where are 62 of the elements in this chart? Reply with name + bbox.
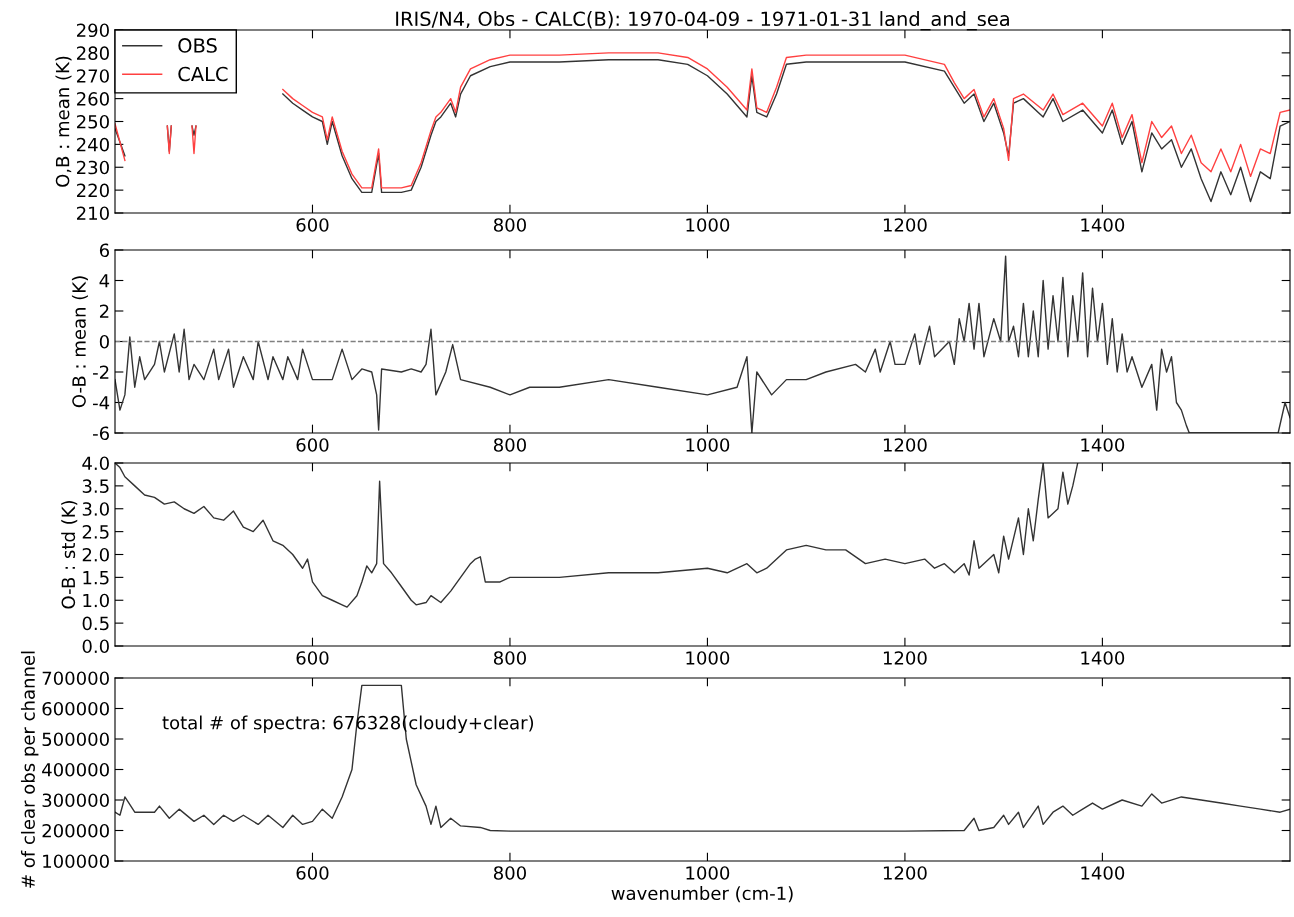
y-tick-label: 0.5 (82, 616, 109, 631)
y-tick-label: 600000 (42, 701, 109, 716)
x-tick-label: 1200 (883, 866, 927, 880)
x-tick-label: 1400 (1081, 438, 1125, 452)
y-tick-label: 270 (77, 69, 109, 83)
y-tick-label: 300000 (42, 793, 109, 808)
y-tick-label: 260 (77, 92, 109, 106)
y-tick-label: 2 (99, 304, 109, 318)
y-tick-label: 0 (99, 334, 109, 349)
y-tick-label: 2.0 (82, 547, 109, 562)
y-tick-label: 6 (99, 243, 109, 258)
y-tick-label: 2.5 (82, 525, 109, 539)
y-tick-label: 4 (99, 274, 110, 288)
y-axis-title: O-B : mean (K) (71, 276, 88, 408)
x-tick-label: 800 (493, 438, 526, 452)
y-tick-label: 1.0 (83, 593, 109, 608)
x-tick-label: 1200 (883, 218, 927, 232)
y-tick-label: 240 (77, 137, 109, 152)
y-tick-label: 700000 (42, 671, 109, 686)
x-tick-label: 1000 (686, 866, 730, 880)
x-tick-label: 1000 (686, 651, 730, 665)
chart-title: IRIS/N4, Obs - CALC(B): 1970-04-09 - 1971-01-31 land_and_sea (396, 11, 1009, 31)
y-tick-label: 230 (77, 160, 109, 175)
x-tick-label: 1200 (883, 651, 927, 665)
x-tick-label: 1000 (686, 438, 730, 452)
y-tick-label: 4.0 (82, 456, 109, 471)
y-tick-label: 100000 (43, 854, 109, 869)
y-tick-label: 220 (77, 183, 109, 198)
y-tick-label: -6 (93, 426, 109, 441)
y-tick-label: 3.0 (82, 502, 109, 516)
x-tick-label: 600 (296, 866, 329, 880)
y-axis-title: O,B : mean (K) (55, 56, 72, 187)
x-tick-label: 600 (296, 651, 329, 665)
y-tick-label: 1.5 (83, 571, 109, 585)
y-tick-label: 210 (77, 206, 109, 221)
x-tick-label: 1400 (1081, 218, 1125, 232)
y-tick-label: 200000 (42, 823, 109, 838)
y-axis-title: # of clear obs per channel (20, 651, 39, 888)
x-tick-label: 1000 (686, 218, 730, 232)
legend-label: OBS (178, 38, 217, 53)
y-tick-label: 280 (77, 46, 109, 60)
y-tick-label: 290 (77, 23, 109, 38)
x-tick-label: 800 (493, 866, 526, 880)
line-series (115, 463, 1079, 608)
x-tick-label: 1400 (1081, 651, 1125, 665)
y-tick-label: 400000 (42, 762, 109, 777)
x-tick-label: 600 (296, 438, 329, 452)
y-tick-label: 250 (77, 114, 109, 129)
x-tick-label: 800 (493, 651, 526, 665)
x-axis-title: wavenumber (cm-1) (611, 886, 793, 903)
y-tick-label: -4 (93, 396, 110, 410)
y-tick-label: -2 (93, 365, 109, 379)
y-tick-label: 500000 (42, 732, 109, 747)
x-tick-label: 800 (493, 218, 526, 232)
line-series (115, 684, 1290, 832)
y-axis-title: O-B : std (K) (61, 500, 78, 609)
legend-label: CALC (178, 66, 228, 82)
x-tick-label: 600 (296, 218, 329, 232)
x-tick-label: 1200 (883, 438, 927, 452)
y-tick-label: 3.5 (82, 479, 109, 493)
y-tick-label: 0.0 (82, 639, 109, 654)
x-tick-label: 1400 (1081, 866, 1125, 880)
